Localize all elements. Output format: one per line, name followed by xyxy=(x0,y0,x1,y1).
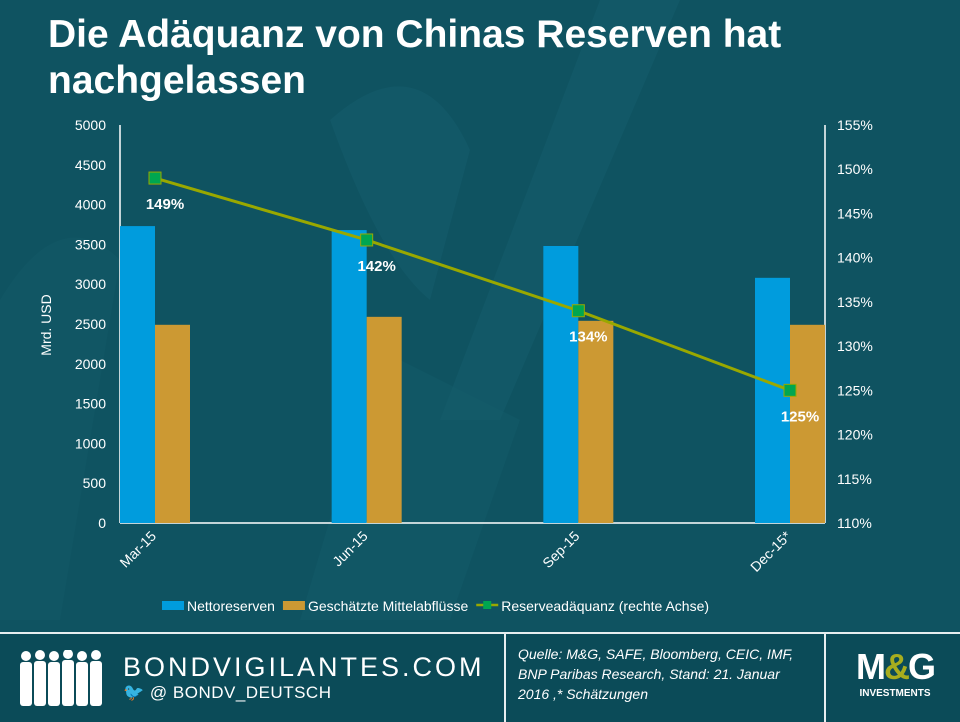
line-reserveadaequanz xyxy=(154,176,791,392)
bar-Nettoreserven xyxy=(120,226,155,524)
line-marker xyxy=(783,383,797,397)
y-tick-label: 3000 xyxy=(75,276,106,292)
x-tick-label: Dec-15* xyxy=(747,527,794,574)
source-note: Quelle: M&G, SAFE, Bloomberg, CEIC, IMF,… xyxy=(518,646,794,702)
y2-tick-label: 120% xyxy=(837,427,873,443)
y-tick-label: 3500 xyxy=(75,236,106,252)
y2-tick-label: 140% xyxy=(837,250,873,266)
divider xyxy=(824,634,826,722)
y-tick-label: 500 xyxy=(83,475,107,491)
legend-label: Geschätzte Mittelabflüsse xyxy=(308,598,469,614)
y2-tick-label: 130% xyxy=(837,338,873,354)
y-tick-label: 4500 xyxy=(75,157,106,173)
data-label: 125% xyxy=(781,408,819,425)
y2-tick-label: 150% xyxy=(837,161,873,177)
y-tick-label: 5000 xyxy=(75,117,106,133)
legend-swatch xyxy=(282,601,305,610)
x-tick-label: Sep-15 xyxy=(539,528,582,571)
y2-tick-label: 125% xyxy=(837,382,873,398)
line-marker xyxy=(360,233,374,247)
footer: BONDVIGILANTES.COM 🐦 @ BONDV_DEUTSCH Que… xyxy=(0,632,960,722)
bar-Geschätzte Mittelabflüsse xyxy=(578,320,614,523)
line-marker xyxy=(148,171,162,185)
y2-tick-label: 110% xyxy=(837,515,872,531)
y-axis-title: Mrd. USD xyxy=(38,294,54,355)
chart: 0 500 1000 1500 2000 2500 3000 3500 4000 4500 5000… xyxy=(38,117,873,614)
site-name: BONDVIGILANTES.COM xyxy=(123,652,485,682)
y-tick-label: 1000 xyxy=(75,435,106,451)
line-marker xyxy=(571,304,585,318)
bar-Geschätzte Mittelabflüsse xyxy=(155,324,190,523)
people-silhouette-icon xyxy=(20,650,102,706)
y-tick-label: 0 xyxy=(98,515,106,531)
legend-label: Nettoreserven xyxy=(187,598,275,614)
page-title: Die Adäquanz von Chinas Reserven hat nac… xyxy=(48,13,782,102)
y-tick-label: 2500 xyxy=(75,316,106,332)
y-tick-label: 2000 xyxy=(75,356,106,372)
y-tick-label: 1500 xyxy=(75,396,106,412)
data-label: 149% xyxy=(146,196,184,213)
y2-tick-label: 145% xyxy=(837,205,873,221)
bar-Geschätzte Mittelabflüsse xyxy=(790,324,825,523)
twitter-handle: @ BONDV_DEUTSCH xyxy=(149,683,332,702)
data-label: 142% xyxy=(357,258,395,275)
x-tick-label: Mar-15 xyxy=(116,528,159,571)
bar-Nettoreserven xyxy=(755,277,790,523)
y2-tick-label: 155% xyxy=(837,117,873,133)
y-tick-label: 4000 xyxy=(75,197,106,213)
mg-logo: M&G INVESTMENTS xyxy=(855,646,936,699)
y2-tick-label: 135% xyxy=(837,294,873,310)
x-tick-label: Jun-15 xyxy=(329,528,371,570)
bar-Nettoreserven xyxy=(543,245,579,523)
y2-tick-label: 115% xyxy=(837,471,872,487)
divider xyxy=(504,634,506,722)
legend-label: Reserveadäquanz (rechte Achse) xyxy=(501,598,709,614)
legend-swatch xyxy=(162,601,184,610)
bar-Geschätzte Mittelabflüsse xyxy=(366,316,402,523)
data-label: 134% xyxy=(569,329,607,346)
bar-Nettoreserven xyxy=(331,230,367,523)
background-texture xyxy=(0,0,960,632)
twitter-icon: 🐦 xyxy=(123,683,145,702)
legend-marker xyxy=(483,601,492,609)
